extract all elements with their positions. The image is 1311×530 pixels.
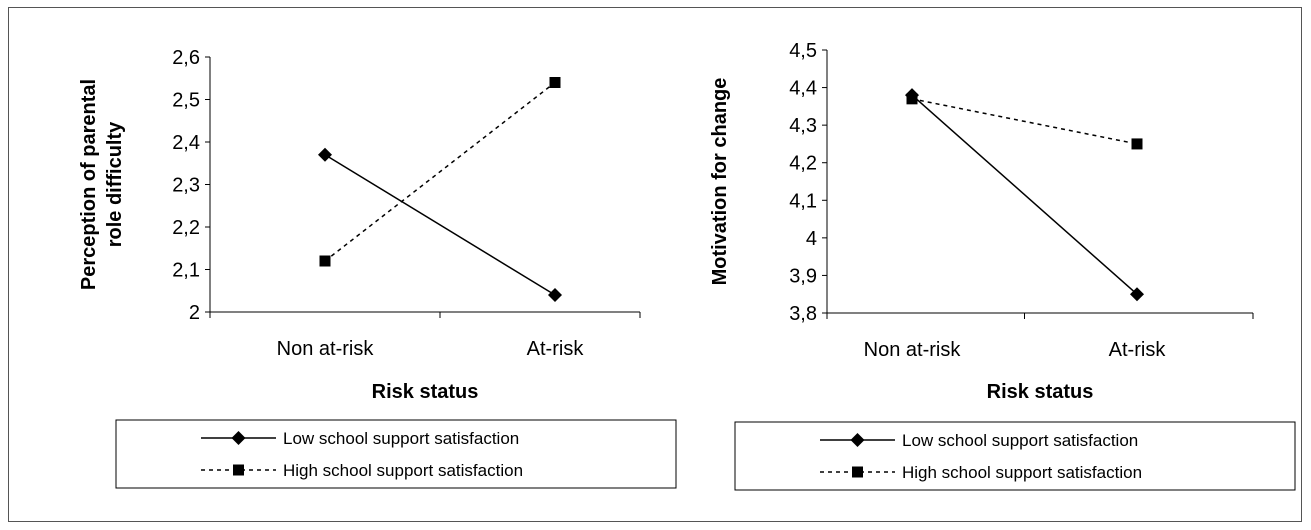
y-tick-label: 2,3 xyxy=(172,175,200,197)
data-point-diamond xyxy=(548,288,562,302)
x-axis-title: Risk status xyxy=(987,381,1094,403)
y-tick-label: 2,6 xyxy=(172,47,200,69)
legend-box xyxy=(115,419,677,489)
chart-1: 2 2,1 2,2 2,3 2,4 2,5 2,6 Non at-risk At-risk Ris… xyxy=(78,47,677,489)
y-tick-label: 4,1 xyxy=(789,190,817,212)
data-point-diamond xyxy=(1130,287,1144,302)
legend-label: Low school support satisfaction xyxy=(283,429,519,448)
legend-marker-square xyxy=(233,464,244,476)
x-tick-label: Non at-risk xyxy=(864,339,962,361)
data-point-square xyxy=(1131,138,1143,150)
y-tick-label: 3,9 xyxy=(789,265,817,287)
y-tick-label: 4 xyxy=(806,228,817,250)
y-tick-label: 2,1 xyxy=(172,260,200,282)
data-point-square xyxy=(549,77,561,88)
y-tick-label: 4,3 xyxy=(789,115,817,137)
y-tick-label: 4,5 xyxy=(789,40,817,62)
series-line-2 xyxy=(911,98,1138,145)
y-tick-label: 4,2 xyxy=(789,153,817,175)
data-point-square xyxy=(319,255,331,267)
series-line-1 xyxy=(911,94,1138,295)
legend-marker-diamond xyxy=(850,433,865,447)
x-tick-label: At-risk xyxy=(1109,339,1167,361)
legend-label: High school support satisfaction xyxy=(902,463,1142,482)
y-axis-title: Perception of parental xyxy=(78,79,100,290)
figure-frame xyxy=(8,7,1302,522)
x-tick-label: Non at-risk xyxy=(277,338,375,360)
x-tick-label: At-risk xyxy=(527,338,585,360)
legend-box xyxy=(734,421,1296,491)
y-tick-label: 3,8 xyxy=(789,303,817,325)
y-tick-label: 4,4 xyxy=(789,78,817,100)
y-axis-title: Motivation for change xyxy=(709,78,731,286)
legend-marker-square xyxy=(852,466,863,478)
y-tick-label: 2,2 xyxy=(172,217,200,239)
x-axis-title: Risk status xyxy=(372,381,479,403)
series-line-2 xyxy=(324,81,556,262)
y-tick-label: 2,4 xyxy=(172,132,200,154)
legend-label: High school support satisfaction xyxy=(283,461,523,480)
chart-2: 3,8 3,9 4 4,1 4,2 4,3 4,4 4,5 Non at-risk At-risk… xyxy=(709,40,1296,491)
data-point-square xyxy=(906,93,918,105)
legend-marker-diamond xyxy=(231,431,246,445)
data-point-diamond xyxy=(318,147,332,162)
y-axis-title: role difficulty xyxy=(104,121,126,247)
y-tick-label: 2 xyxy=(189,302,200,324)
series-line-1 xyxy=(324,154,556,296)
legend-label: Low school support satisfaction xyxy=(902,431,1138,450)
y-tick-label: 2,5 xyxy=(172,90,200,112)
